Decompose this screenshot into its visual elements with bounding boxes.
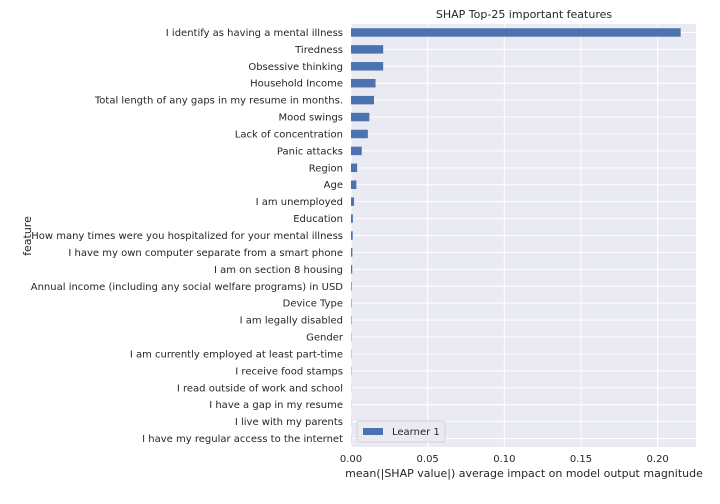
bar [351, 180, 357, 189]
bar [351, 45, 384, 54]
bar [351, 231, 353, 240]
category-label: I am currently employed at least part-ti… [130, 349, 343, 360]
category-label: I receive food stamps [235, 366, 343, 377]
category-label: I have a gap in my resume [209, 400, 343, 411]
category-label: Region [309, 163, 343, 174]
category-label: I identify as having a mental illness [166, 28, 343, 39]
category-label: Obsessive thinking [248, 62, 343, 73]
x-tick-label: 0.00 [340, 454, 362, 465]
bar [351, 78, 376, 88]
category-label: Tiredness [294, 45, 343, 56]
legend: Learner 1 [356, 420, 446, 443]
x-tick-label: 0.20 [647, 454, 669, 465]
bar [351, 197, 355, 206]
category-label: I have my regular access to the internet [142, 434, 343, 445]
category-label: Mood swings [279, 113, 343, 124]
bar [351, 214, 353, 223]
category-label: Age [324, 180, 343, 191]
bar [351, 112, 370, 122]
category-labels: I identify as having a mental illness Tir… [31, 28, 344, 445]
x-tick-label: 0.10 [493, 454, 515, 465]
bar [351, 265, 353, 274]
category-label: I live with my parents [235, 417, 343, 428]
bar [351, 282, 352, 291]
category-label: I am unemployed [256, 197, 343, 208]
chart-title: SHAP Top-25 important features [436, 8, 612, 21]
x-tick-label: 0.15 [570, 454, 592, 465]
bar [351, 95, 374, 105]
category-label: I read outside of work and school [177, 383, 343, 394]
bar [351, 146, 362, 156]
category-label: I am legally disabled [240, 316, 343, 327]
category-label: Gender [306, 333, 344, 344]
legend-box [356, 420, 446, 443]
bar [351, 248, 353, 257]
bars [351, 28, 681, 443]
category-label: Annual income (including any social welf… [31, 282, 344, 293]
grid-lines [350, 24, 696, 447]
category-label: Device Type [283, 299, 343, 310]
category-label: I am on section 8 housing [214, 265, 343, 276]
y-axis-label: feature [21, 216, 34, 256]
x-axis-label: mean(|SHAP value|) average impact on mod… [345, 467, 703, 480]
x-tick-label: 0.05 [417, 454, 439, 465]
category-label: Household Income [250, 79, 343, 90]
category-label: Total length of any gaps in my resume in… [94, 96, 343, 107]
bar [351, 163, 358, 173]
category-label: Education [293, 214, 343, 225]
bar [351, 28, 681, 37]
bar [351, 62, 384, 71]
category-label: How many times were you hospitalized for… [31, 231, 343, 242]
bar [351, 129, 368, 139]
legend-label: Learner 1 [392, 427, 440, 438]
category-label: I have my own computer separate from a s… [68, 248, 343, 259]
category-label: Lack of concentration [235, 129, 343, 140]
legend-swatch [363, 428, 383, 435]
category-label: Panic attacks [277, 146, 343, 157]
x-tick-labels: 0.00 0.05 0.10 0.15 0.20 [340, 454, 669, 465]
